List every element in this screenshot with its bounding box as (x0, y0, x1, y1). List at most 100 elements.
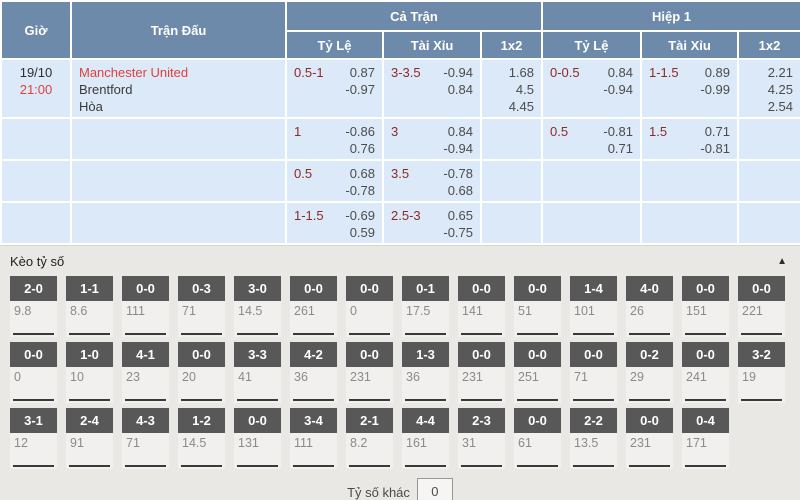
overunder-cell-h1[interactable] (640, 159, 739, 203)
overunder-cell-h1[interactable] (640, 201, 739, 245)
score-box[interactable]: 3-2 19 (738, 342, 785, 403)
score-box[interactable]: 0-0 71 (570, 342, 617, 403)
header-1x2-ft: 1x2 (480, 30, 543, 60)
score-box[interactable]: 4-3 71 (122, 408, 169, 469)
score-odds-underline (237, 399, 278, 401)
other-score-input[interactable]: 0 (416, 478, 453, 500)
score-box[interactable]: 0-3 71 (178, 276, 225, 337)
overunder-cell-ft[interactable]: 3 0.84 -0.94 (382, 117, 482, 161)
onextwo-cell-ft[interactable] (480, 201, 543, 245)
onextwo-cell-h1[interactable] (737, 117, 800, 161)
collapse-up-icon[interactable]: ▲ (777, 255, 787, 267)
handicap-cell-ft[interactable]: 1-1.5 -0.69 0.59 (285, 201, 384, 245)
overunder-cell-h1[interactable]: 1.5 0.71 -0.81 (640, 117, 739, 161)
score-box[interactable]: 1-3 36 (402, 342, 449, 403)
score-box[interactable]: 1-4 101 (570, 276, 617, 337)
score-odds-value: 17.5 (406, 304, 431, 318)
odds-value: 1.68 (508, 65, 534, 80)
handicap-line: 3-3.5 (391, 65, 421, 80)
score-odds-value: 41 (238, 370, 252, 384)
odds-value: 0.84 (447, 82, 473, 97)
score-box[interactable]: 0-0 151 (682, 276, 729, 337)
score-odds-body: 23 (122, 367, 169, 403)
score-label: 4-1 (122, 342, 169, 367)
onextwo-cell-ft[interactable] (480, 117, 543, 161)
score-box[interactable]: 0-0 61 (514, 408, 561, 469)
score-odds-underline (293, 399, 334, 401)
score-odds-underline (405, 399, 446, 401)
home-team-name: Manchester United (79, 65, 189, 80)
handicap-cell-ft[interactable]: 0.5-1 0.87 -0.97 (285, 58, 384, 119)
handicap-cell-ft[interactable]: 1 -0.86 0.76 (285, 117, 384, 161)
score-odds-body: 12 (10, 433, 57, 469)
score-box[interactable]: 0-0 131 (234, 408, 281, 469)
odds-value: 0.59 (349, 225, 375, 240)
score-box[interactable]: 4-2 36 (290, 342, 337, 403)
score-odds-underline (181, 465, 222, 467)
overunder-cell-ft[interactable]: 2.5-3 0.65 -0.75 (382, 201, 482, 245)
score-box[interactable]: 3-1 12 (10, 408, 57, 469)
score-box[interactable]: 0-0 231 (458, 342, 505, 403)
score-odds-body: 221 (738, 301, 785, 337)
score-box[interactable]: 0-0 231 (626, 408, 673, 469)
score-box[interactable]: 0-0 111 (122, 276, 169, 337)
onextwo-cell-h1[interactable] (737, 201, 800, 245)
score-box[interactable]: 3-3 41 (234, 342, 281, 403)
score-box[interactable]: 0-0 20 (178, 342, 225, 403)
score-box[interactable]: 0-2 29 (626, 342, 673, 403)
score-odds-value: 151 (686, 304, 707, 318)
score-box[interactable]: 1-0 10 (66, 342, 113, 403)
score-box[interactable]: 4-0 26 (626, 276, 673, 337)
score-odds-underline (685, 465, 726, 467)
correct-score-section: Kèo tỷ số ▲ 2-0 9.8 1-1 8.6 0-0 111 0-3 71 3-0 14… (0, 245, 800, 500)
handicap-cell-ft[interactable]: 0.5 0.68 -0.78 (285, 159, 384, 203)
score-odds-body: 101 (570, 301, 617, 337)
handicap-line: 1 (294, 124, 302, 139)
onextwo-cell-ft[interactable]: 1.68 4.5 4.45 (480, 58, 543, 119)
score-odds-value: 261 (294, 304, 315, 318)
score-box[interactable]: 3-4 111 (290, 408, 337, 469)
score-label: 1-2 (178, 408, 225, 433)
score-box[interactable]: 0-0 51 (514, 276, 561, 337)
score-box[interactable]: 1-2 14.5 (178, 408, 225, 469)
handicap-cell-h1[interactable]: 0.5 -0.81 0.71 (541, 117, 642, 161)
onextwo-cell-h1[interactable]: 2.21 4.25 2.54 (737, 58, 800, 119)
score-box[interactable]: 0-0 0 (346, 276, 393, 337)
score-odds-value: 51 (518, 304, 532, 318)
score-box[interactable]: 1-1 8.6 (66, 276, 113, 337)
score-odds-body: 71 (570, 367, 617, 403)
score-box[interactable]: 0-0 231 (346, 342, 393, 403)
score-box[interactable]: 2-1 8.2 (346, 408, 393, 469)
handicap-cell-h1[interactable] (541, 201, 642, 245)
score-box[interactable]: 0-0 251 (514, 342, 561, 403)
score-box[interactable]: 0-0 141 (458, 276, 505, 337)
score-box[interactable]: 2-3 31 (458, 408, 505, 469)
score-box[interactable]: 0-0 221 (738, 276, 785, 337)
score-box[interactable]: 3-0 14.5 (234, 276, 281, 337)
score-box[interactable]: 0-4 171 (682, 408, 729, 469)
score-odds-body: 161 (402, 433, 449, 469)
handicap-cell-h1[interactable] (541, 159, 642, 203)
score-box[interactable]: 2-4 91 (66, 408, 113, 469)
onextwo-cell-ft[interactable] (480, 159, 543, 203)
odds-value: 0.89 (704, 65, 730, 80)
odds-value: -0.81 (603, 124, 633, 139)
score-box[interactable]: 2-2 13.5 (570, 408, 617, 469)
overunder-cell-ft[interactable]: 3.5 -0.78 0.68 (382, 159, 482, 203)
handicap-cell-h1[interactable]: 0-0.5 0.84 -0.94 (541, 58, 642, 119)
overunder-cell-h1[interactable]: 1-1.5 0.89 -0.99 (640, 58, 739, 119)
score-box[interactable]: 0-1 17.5 (402, 276, 449, 337)
onextwo-cell-h1[interactable] (737, 159, 800, 203)
score-box[interactable]: 0-0 261 (290, 276, 337, 337)
time-cell (0, 201, 72, 245)
score-box[interactable]: 4-1 23 (122, 342, 169, 403)
score-box[interactable]: 0-0 0 (10, 342, 57, 403)
overunder-cell-ft[interactable]: 3-3.5 -0.94 0.84 (382, 58, 482, 119)
score-box[interactable]: 0-0 241 (682, 342, 729, 403)
score-odds-body: 9.8 (10, 301, 57, 337)
score-box[interactable]: 4-4 161 (402, 408, 449, 469)
score-box[interactable]: 2-0 9.8 (10, 276, 57, 337)
score-label: 3-0 (234, 276, 281, 301)
score-odds-underline (349, 399, 390, 401)
score-odds-body: 17.5 (402, 301, 449, 337)
